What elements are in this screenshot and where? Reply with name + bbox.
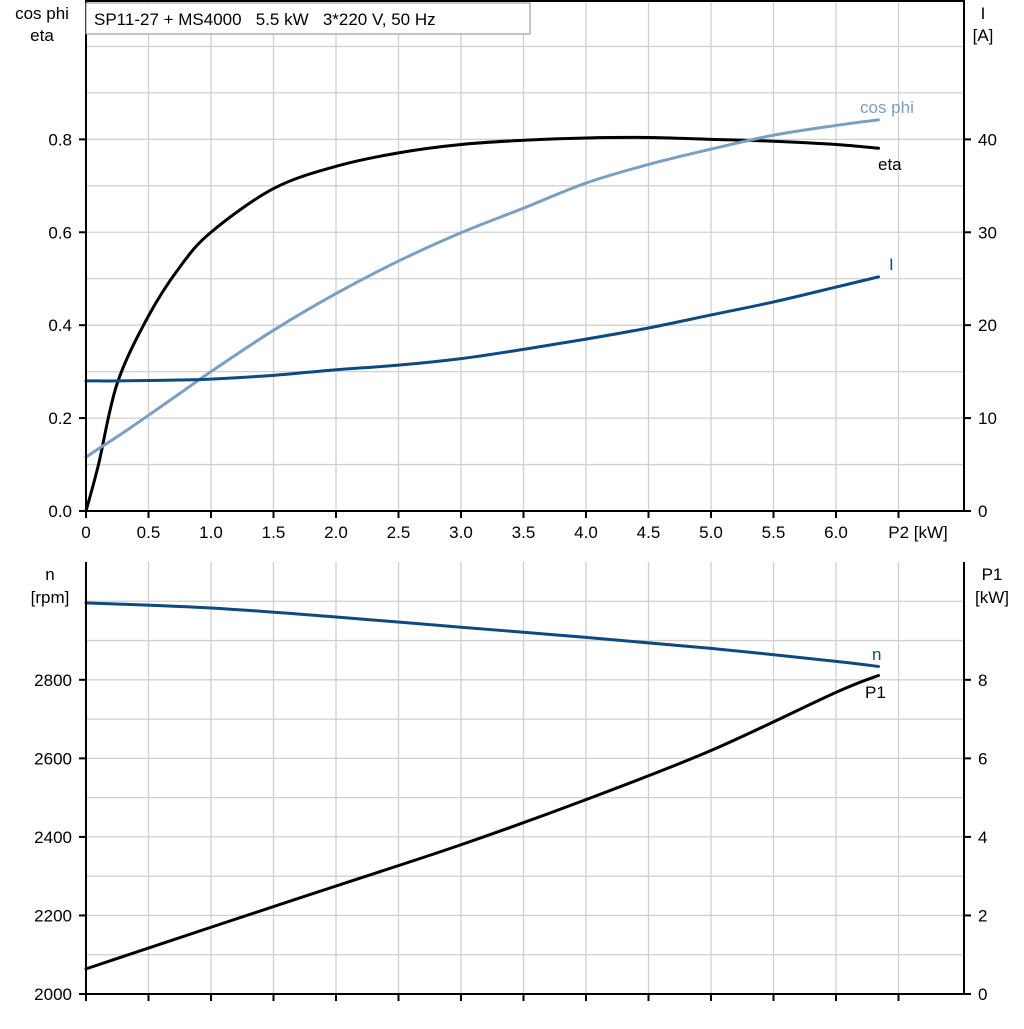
- y-right-tick-label: 4: [978, 828, 987, 847]
- y-right-tick-label: 0: [978, 985, 987, 1004]
- x-tick-label: 0: [81, 523, 90, 542]
- y-left-label-rpm: [rpm]: [31, 588, 70, 607]
- y-left-label-eta: eta: [30, 26, 54, 45]
- top-grid: [86, 0, 964, 511]
- y-left-tick-label: 0.0: [48, 502, 72, 521]
- y-left-tick-label: 2800: [34, 671, 72, 690]
- top-chart: 0 0.5 1.0 1.5 2.0 2.5 3.0 3.5 4.0 4.5 5.0 5.5 6.0 0.0…: [15, 0, 997, 542]
- series-eta-line: [84, 135, 880, 513]
- series-n-line: [84, 601, 880, 668]
- y-left-tick-label: 0.8: [48, 130, 72, 149]
- y-right-tick-label: 30: [978, 223, 997, 242]
- title-box: [85, 2, 531, 35]
- y-right-tick-label: 0: [978, 502, 987, 521]
- bottom-chart: 2000 2200 2400 2600 2800 0 2 4 6 8 n [rpm] P1 [kW…: [31, 562, 1009, 1004]
- y-right-tick-label: 8: [978, 671, 987, 690]
- y-right-label-p1: P1: [982, 565, 1003, 584]
- y-left-label-cosphi: cos phi: [15, 4, 69, 23]
- top-axes: 0 0.5 1.0 1.5 2.0 2.5 3.0 3.5 4.0 4.5 5.0 5.5 6.0 0.0…: [48, 0, 997, 542]
- y-left-tick-label: 0.4: [48, 316, 72, 335]
- x-tick-label: 4.0: [574, 523, 598, 542]
- series-label-eta: eta: [878, 155, 902, 174]
- x-tick-label: 3.0: [449, 523, 473, 542]
- y-right-label-i: I: [981, 4, 986, 23]
- bottom-curves: [84, 601, 880, 971]
- x-tick-label: 1.5: [262, 523, 286, 542]
- y-left-tick-label: 2600: [34, 749, 72, 768]
- y-right-label-unit: [A]: [973, 26, 994, 45]
- y-right-tick-label: 40: [978, 130, 997, 149]
- x-tick-label: 5.0: [699, 523, 723, 542]
- y-left-tick-label: 0.2: [48, 409, 72, 428]
- series-label-n: n: [872, 645, 881, 664]
- y-left-tick-label: 2000: [34, 985, 72, 1004]
- x-tick-label: 2.0: [324, 523, 348, 542]
- x-tick-label: 0.5: [137, 523, 161, 542]
- y-right-tick-label: 2: [978, 906, 987, 925]
- series-P1-line: [84, 673, 880, 971]
- x-tick-label: 1.0: [199, 523, 223, 542]
- bottom-grid: [86, 562, 964, 994]
- x-tick-label: 5.5: [762, 523, 786, 542]
- bottom-axes: 2000 2200 2400 2600 2800 0 2 4 6 8: [34, 562, 987, 1004]
- y-right-tick-label: 20: [978, 316, 997, 335]
- series-cos-phi-line: [84, 118, 880, 459]
- y-left-tick-label: 0.6: [48, 223, 72, 242]
- chart-title: SP11-27 + MS4000 5.5 kW 3*220 V, 50 Hz: [94, 10, 436, 29]
- x-axis-label: P2 [kW]: [888, 523, 948, 542]
- series-I-line: [84, 275, 880, 383]
- x-tick-label: 4.5: [637, 523, 661, 542]
- top-curves: [84, 118, 880, 513]
- series-label-cosphi: cos phi: [860, 98, 914, 117]
- y-right-tick-label: 10: [978, 409, 997, 428]
- x-tick-label: 3.5: [512, 523, 536, 542]
- y-left-tick-label: 2400: [34, 828, 72, 847]
- series-label-p1: P1: [865, 683, 886, 702]
- x-tick-label: 2.5: [387, 523, 411, 542]
- y-left-tick-label: 2200: [34, 906, 72, 925]
- series-label-i: I: [889, 255, 894, 274]
- y-left-label-n: n: [45, 565, 54, 584]
- y-right-label-kw: [kW]: [975, 588, 1009, 607]
- y-right-tick-label: 6: [978, 749, 987, 768]
- x-tick-label: 6.0: [824, 523, 848, 542]
